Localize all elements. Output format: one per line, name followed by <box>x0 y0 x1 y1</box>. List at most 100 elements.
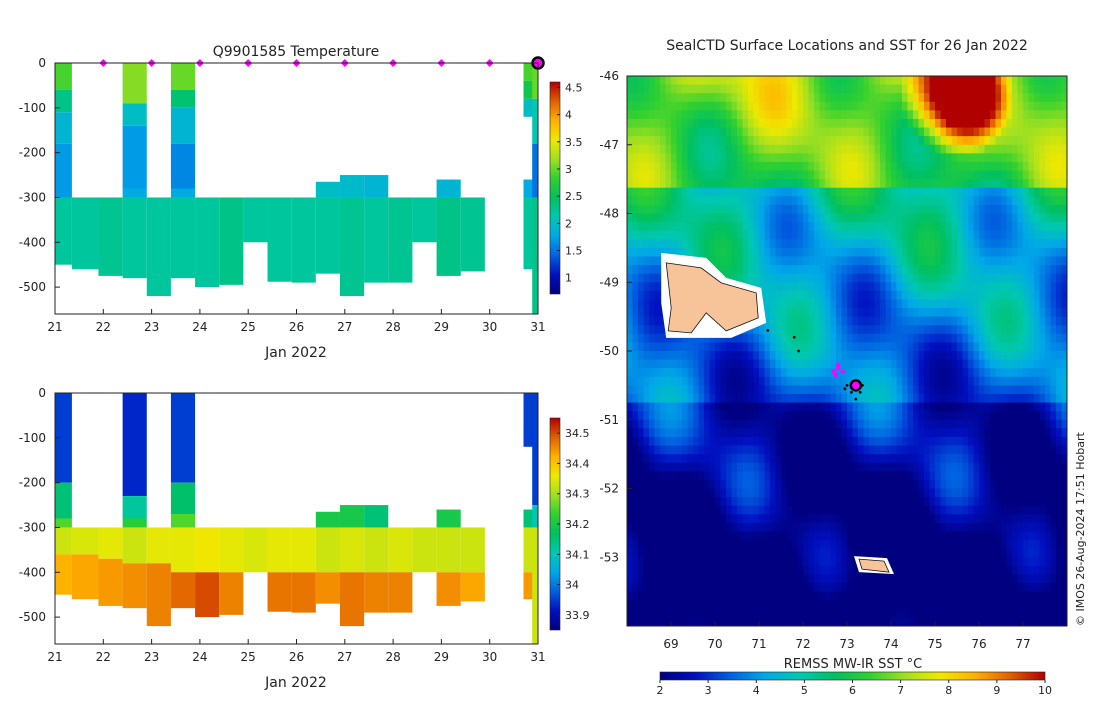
sst-cell <box>979 557 985 566</box>
sst-cell <box>913 274 919 283</box>
sst-cell <box>979 523 985 532</box>
profile-cell <box>340 505 364 527</box>
sst-cell <box>633 171 639 180</box>
sst-cell <box>765 188 771 197</box>
sst-cell <box>820 299 826 308</box>
sst-cell <box>1018 205 1024 214</box>
sst-cell <box>913 110 919 119</box>
sst-cell <box>748 351 754 360</box>
sst-cell <box>776 162 782 171</box>
sst-cell <box>847 325 853 334</box>
sst-cell <box>908 128 914 137</box>
sst-cell <box>902 471 908 480</box>
sst-cell <box>803 411 809 420</box>
sst-cell <box>825 299 831 308</box>
sst-cell <box>919 428 925 437</box>
sst-cell <box>880 540 886 549</box>
sst-cell <box>996 377 1002 386</box>
sst-cell <box>842 85 848 94</box>
sst-cell <box>693 420 699 429</box>
sst-cell <box>710 600 716 609</box>
sst-cell <box>682 119 688 128</box>
sst-cell <box>858 102 864 111</box>
sst-cell <box>809 506 815 515</box>
sst-cell <box>946 265 952 274</box>
sst-cell <box>809 342 815 351</box>
sst-cell <box>633 265 639 274</box>
profile-cell <box>364 197 388 282</box>
sst-cell <box>633 274 639 283</box>
sst-cell <box>781 489 787 498</box>
sst-cell <box>858 489 864 498</box>
sst-cell <box>836 179 842 188</box>
sst-cell <box>660 411 666 420</box>
sst-cell <box>968 592 974 601</box>
sst-cell <box>1034 85 1040 94</box>
sst-cell <box>1012 291 1018 300</box>
sst-cell <box>633 368 639 377</box>
sst-cell <box>787 179 793 188</box>
sst-cell <box>732 136 738 145</box>
sst-cell <box>853 256 859 265</box>
sst-cell <box>710 342 716 351</box>
sst-cell <box>1001 145 1007 154</box>
sst-cell <box>671 549 677 558</box>
sst-cell <box>693 85 699 94</box>
sst-cell <box>759 145 765 154</box>
sst-cell <box>869 342 875 351</box>
sst-cell <box>721 583 727 592</box>
sst-cell <box>985 583 991 592</box>
sst-cell <box>996 463 1002 472</box>
sst-cell <box>979 179 985 188</box>
sst-cell <box>842 214 848 223</box>
sst-cell <box>627 145 633 154</box>
sst-cell <box>1012 437 1018 446</box>
sst-cell <box>693 394 699 403</box>
sst-cell <box>671 454 677 463</box>
sst-cell <box>941 179 947 188</box>
sst-cell <box>649 497 655 506</box>
sst-cell <box>677 549 683 558</box>
sst-cell <box>633 420 639 429</box>
sst-cell <box>660 549 666 558</box>
sst-cell <box>880 85 886 94</box>
sst-cell <box>974 153 980 162</box>
sst-cell <box>1034 265 1040 274</box>
sst-cell <box>715 411 721 420</box>
sst-cell <box>1018 557 1024 566</box>
sst-cell <box>748 420 754 429</box>
sst-cell <box>963 377 969 386</box>
sst-cell <box>1001 480 1007 489</box>
sst-cell <box>946 171 952 180</box>
sst-cell <box>836 265 842 274</box>
sst-cell <box>688 437 694 446</box>
sst-cell <box>644 592 650 601</box>
sst-cell <box>809 196 815 205</box>
sst-cell <box>671 514 677 523</box>
sst-cell <box>781 428 787 437</box>
sst-cell <box>924 574 930 583</box>
sst-cell <box>688 342 694 351</box>
sst-cell <box>798 566 804 575</box>
sst-cell <box>930 420 936 429</box>
sst-cell <box>699 480 705 489</box>
x-tick-label: 30 <box>482 650 497 664</box>
sst-cell <box>1034 291 1040 300</box>
sst-cell <box>913 171 919 180</box>
sst-cell <box>660 557 666 566</box>
sst-cell <box>946 325 952 334</box>
sst-cell <box>946 531 952 540</box>
sst-cell <box>682 102 688 111</box>
sst-cell <box>781 119 787 128</box>
sst-cell <box>935 265 941 274</box>
sst-cell <box>682 231 688 240</box>
sst-cell <box>726 617 732 626</box>
sst-cell <box>1012 256 1018 265</box>
sst-cell <box>693 428 699 437</box>
sst-cell <box>1023 162 1029 171</box>
sst-cell <box>935 583 941 592</box>
sst-cell <box>765 566 771 575</box>
sst-cell <box>781 334 787 343</box>
sst-cell <box>957 420 963 429</box>
sst-cell <box>649 110 655 119</box>
